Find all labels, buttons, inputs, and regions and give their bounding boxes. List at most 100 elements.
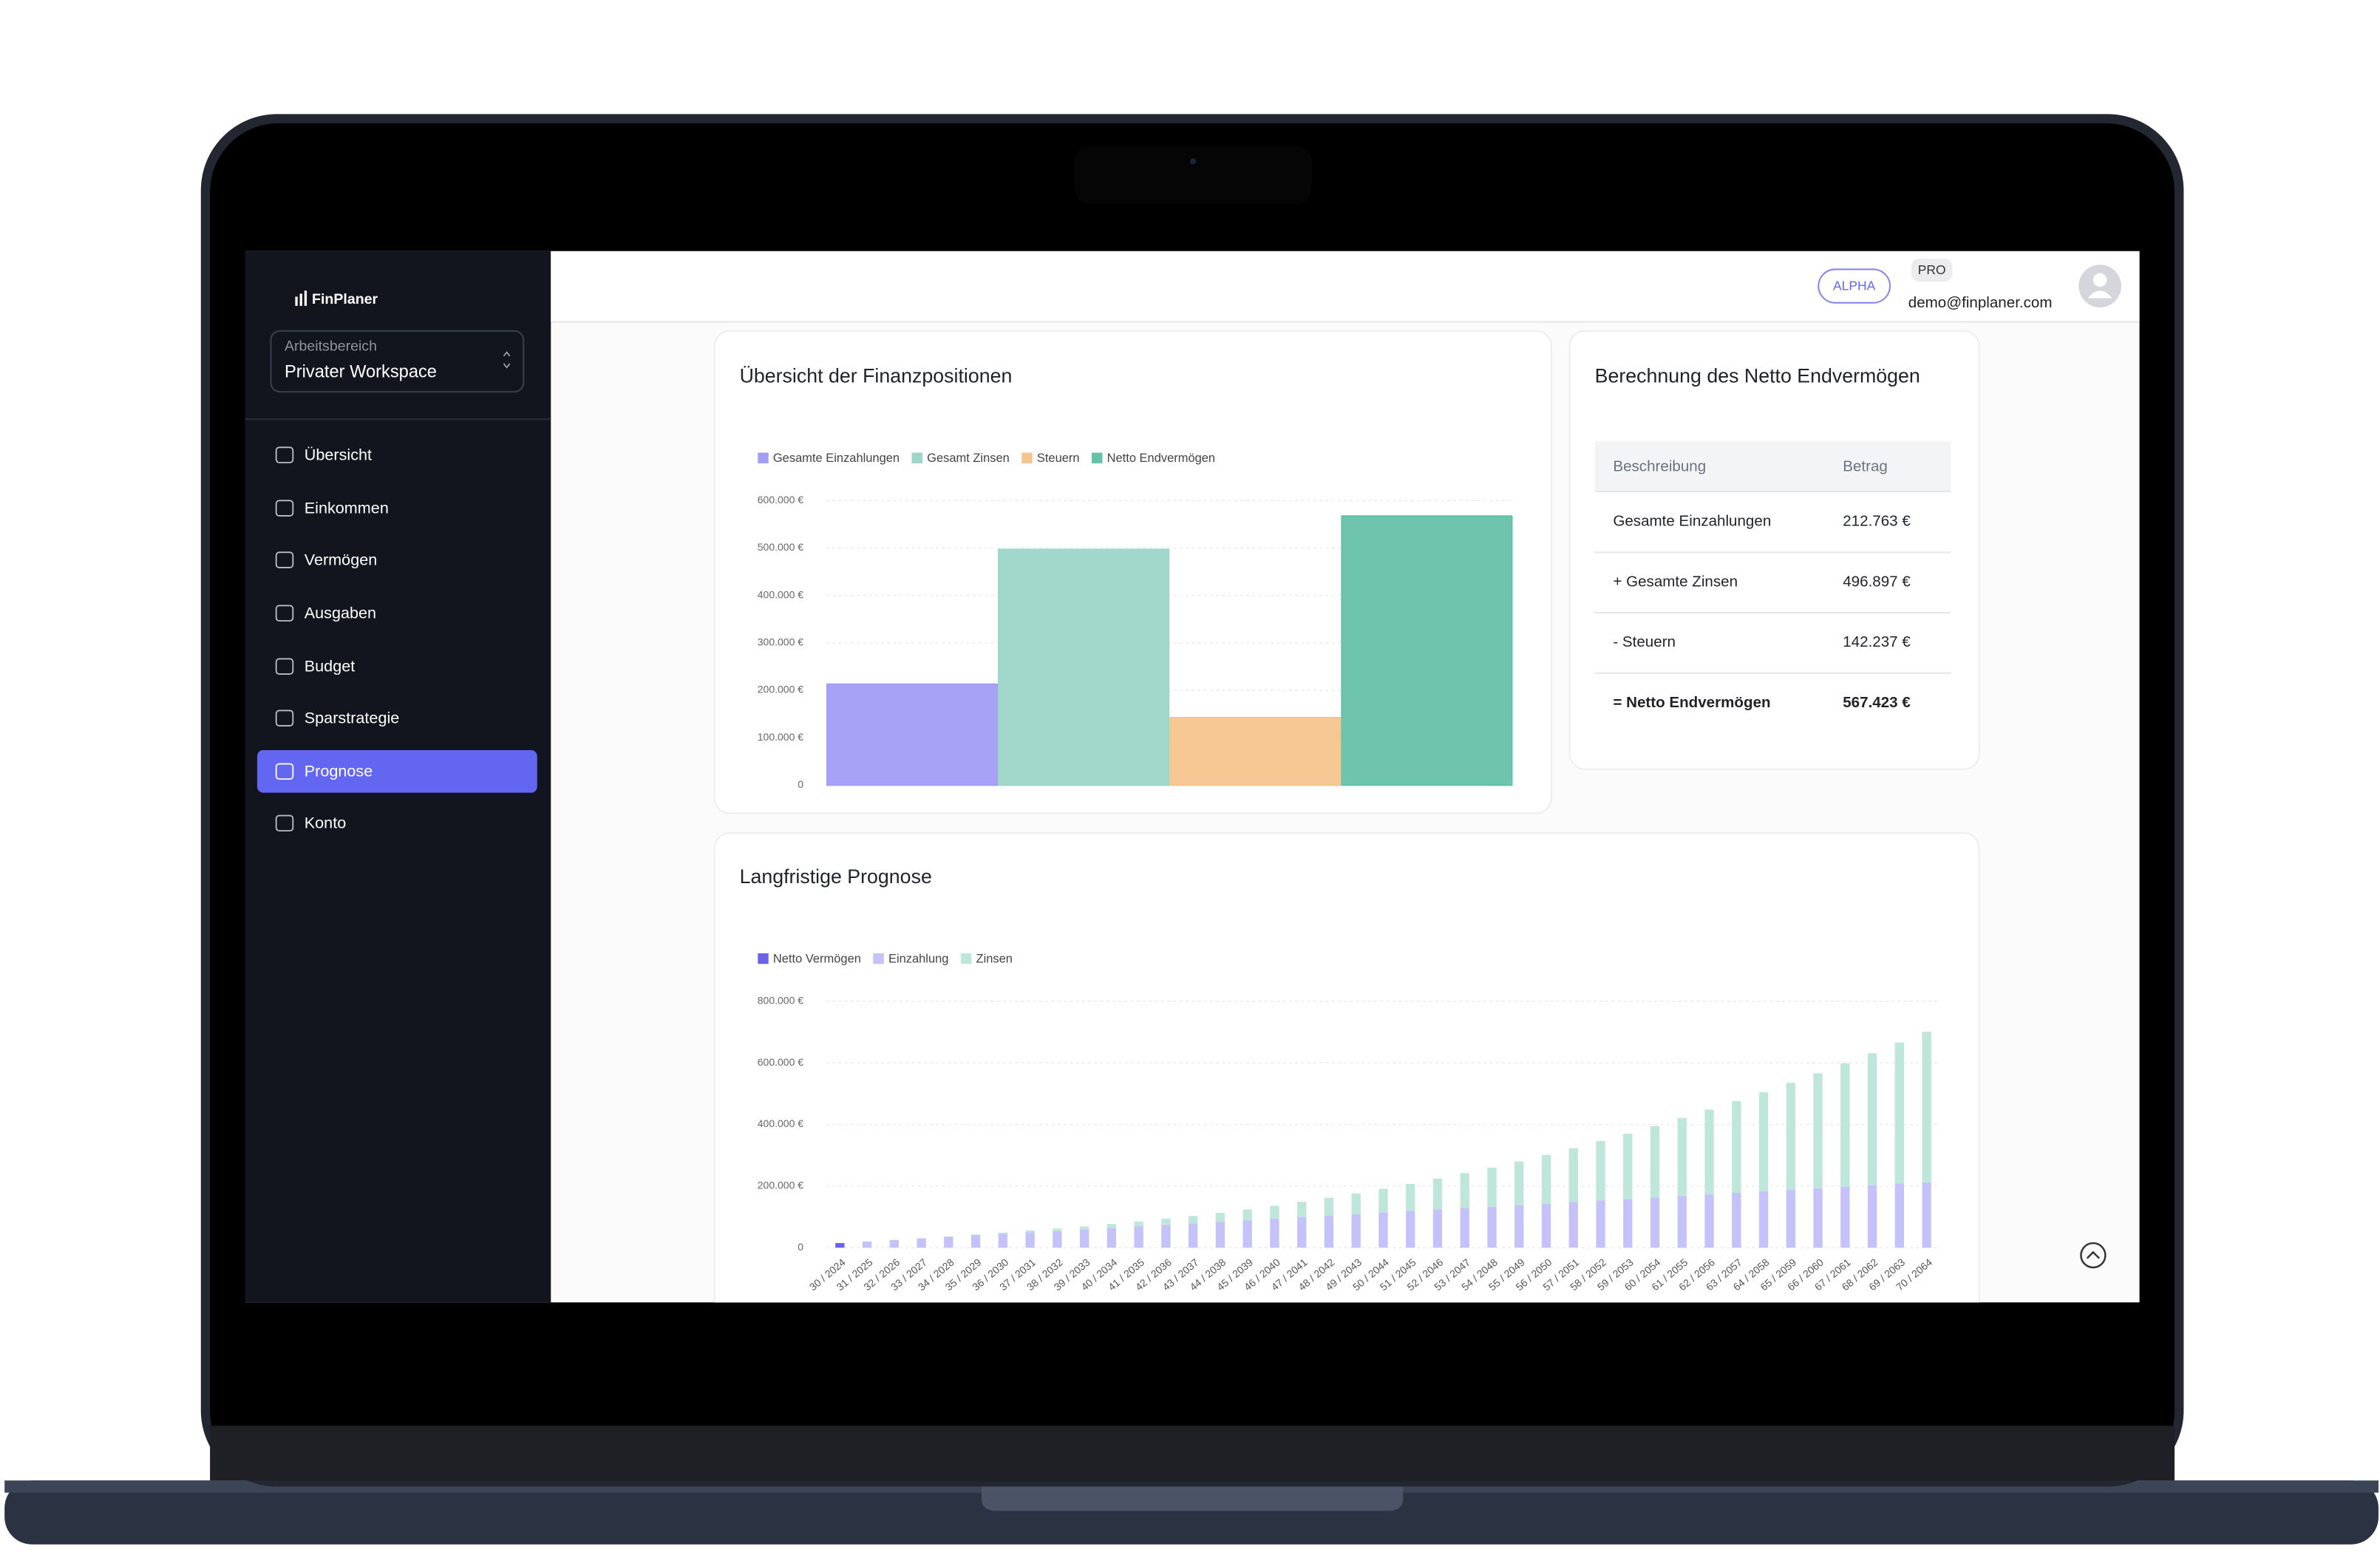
avatar-body <box>2087 290 2112 299</box>
bar-segment <box>835 1242 845 1248</box>
legend-swatch <box>960 953 972 964</box>
nav-item[interactable]: Übersicht <box>305 445 372 463</box>
bar-segment <box>1623 1199 1633 1248</box>
bar-segment <box>1568 1148 1578 1202</box>
scroll-top-button[interactable] <box>2080 1242 2107 1269</box>
bar-segment <box>1786 1083 1796 1190</box>
camera <box>1190 158 1197 165</box>
bar-segment <box>1270 1205 1279 1219</box>
bar-segment <box>970 1234 981 1236</box>
nav-item[interactable]: Einkommen <box>305 498 389 517</box>
nav-icon <box>275 814 294 832</box>
workspace-select[interactable] <box>270 330 525 393</box>
camera-housing <box>1074 146 1312 204</box>
bar-segment <box>1514 1205 1524 1248</box>
bar-segment <box>1053 1231 1062 1248</box>
nav-icon <box>275 446 294 463</box>
legend-swatch <box>873 953 884 964</box>
legend-label: Zinsen <box>976 952 1013 965</box>
table-cell: 212.763 € <box>1843 513 1911 530</box>
nav-icon <box>275 551 294 568</box>
y-tick-label: 600.000 € <box>758 494 803 506</box>
legend-swatch <box>1021 452 1033 463</box>
bar-segment <box>998 1232 1008 1234</box>
table-header: Beschreibung <box>1613 457 1706 474</box>
bar-segment <box>1704 1194 1714 1248</box>
bar-segment <box>1079 1229 1089 1248</box>
table-header-bg <box>1594 441 1951 491</box>
bar <box>1169 717 1342 786</box>
legend-swatch <box>758 953 769 964</box>
bar-segment <box>1324 1215 1334 1248</box>
bar-segment <box>1596 1140 1605 1201</box>
bar-segment <box>1677 1117 1687 1197</box>
bar-segment <box>1161 1225 1171 1248</box>
bar-segment <box>1922 1031 1931 1182</box>
table-title: Berechnung des Netto Endvermögen <box>1595 365 1920 387</box>
bar-segment <box>1188 1223 1198 1248</box>
table-cell: = Netto Endvermögen <box>1613 694 1770 711</box>
select-chevrons <box>503 351 511 369</box>
nav-item[interactable]: Prognose <box>305 762 373 780</box>
pro-badge <box>1911 259 1953 282</box>
nav-item[interactable]: Budget <box>305 656 356 675</box>
laptop-notch <box>981 1483 1404 1511</box>
bar-segment <box>1840 1186 1850 1248</box>
nav-item[interactable]: Sparstrategie <box>305 708 400 726</box>
scroll-top-icon <box>2086 1250 2101 1259</box>
bar-segment <box>1758 1191 1769 1248</box>
bar-segment <box>1650 1197 1660 1248</box>
y-tick-label: 100.000 € <box>758 731 803 743</box>
bar-segment <box>1758 1092 1769 1191</box>
nav-item[interactable]: Ausgaben <box>305 603 376 622</box>
bar-segment <box>1242 1209 1252 1221</box>
bar-segment <box>944 1236 953 1237</box>
y-tick-label: 0 <box>798 778 803 790</box>
table-cell: + Gesamte Zinsen <box>1613 573 1738 590</box>
bar-segment <box>1215 1213 1225 1222</box>
bar-segment <box>1460 1173 1469 1208</box>
bar-segment <box>1351 1193 1361 1214</box>
bar-segment <box>970 1235 981 1248</box>
bar-segment <box>1813 1188 1823 1248</box>
nav-icon <box>275 500 294 517</box>
workspace-label: Arbeitsbereich <box>285 338 377 355</box>
bar-segment <box>1106 1224 1117 1228</box>
forecast-card <box>713 832 1980 1303</box>
bar-segment <box>1786 1189 1796 1248</box>
bezel-bottom <box>210 1426 2175 1481</box>
bar-segment <box>1188 1216 1198 1224</box>
legend-label: Netto Endvermögen <box>1107 452 1215 465</box>
bar-segment <box>1270 1219 1279 1248</box>
y-tick-label: 0 <box>798 1241 803 1253</box>
bar-segment <box>1378 1212 1388 1248</box>
table-cell: 567.423 € <box>1843 694 1911 711</box>
nav-item[interactable]: Vermögen <box>305 550 378 568</box>
chart-title: Langfristige Prognose <box>740 865 932 888</box>
legend-swatch <box>758 452 769 463</box>
bar-segment <box>889 1239 900 1248</box>
bar-segment <box>1596 1200 1605 1248</box>
bar-segment <box>1894 1183 1905 1248</box>
bar-segment <box>1813 1073 1823 1188</box>
legend-swatch <box>911 452 922 463</box>
legend-label: Steuern <box>1037 452 1080 465</box>
y-tick-label: 600.000 € <box>758 1056 803 1068</box>
table-cell: 496.897 € <box>1843 573 1911 590</box>
bar-segment <box>1623 1133 1633 1199</box>
legend-swatch <box>1092 452 1103 463</box>
bar-segment <box>1432 1209 1443 1248</box>
alpha-badge-text: ALPHA <box>1833 279 1876 293</box>
bar-segment <box>1215 1222 1225 1248</box>
nav-item[interactable]: Konto <box>305 814 346 832</box>
bar-segment <box>1134 1221 1143 1227</box>
y-tick-label: 400.000 € <box>758 588 803 600</box>
bar-segment <box>1650 1126 1660 1198</box>
bar-segment <box>1541 1203 1551 1248</box>
bar-segment <box>1514 1161 1524 1205</box>
bar-segment <box>1161 1219 1171 1225</box>
bar <box>1341 515 1513 786</box>
bar-segment <box>1704 1109 1714 1195</box>
